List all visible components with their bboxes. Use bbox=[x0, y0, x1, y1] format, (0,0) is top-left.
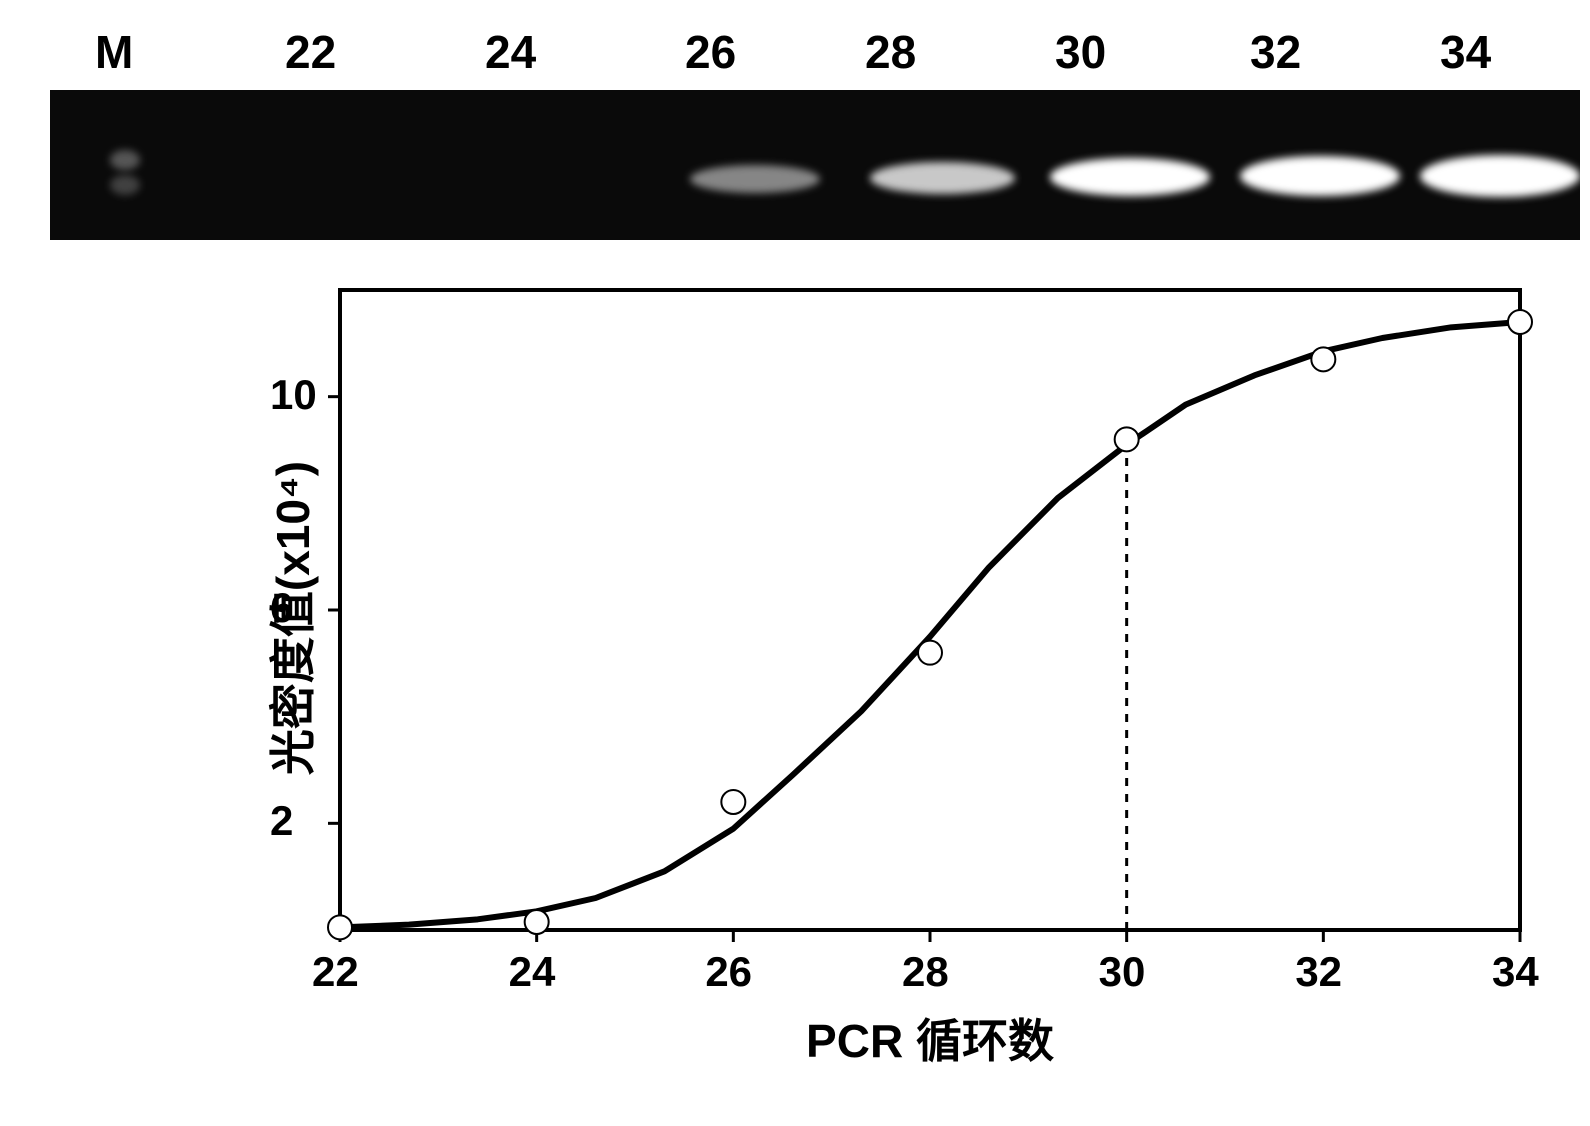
x-axis-label: PCR 循环数 bbox=[780, 1005, 1080, 1071]
chart-area: 光密度值(x10⁴) PCR 循环数 222426283032342610 bbox=[20, 270, 1590, 1100]
x-tick-label: 28 bbox=[902, 948, 949, 996]
y-tick-label: 10 bbox=[270, 371, 317, 419]
y-tick-label: 6 bbox=[270, 584, 293, 632]
gel-lane-label: M bbox=[95, 25, 133, 79]
y-tick-label: 2 bbox=[270, 797, 293, 845]
gel-lane-label: 34 bbox=[1440, 25, 1491, 79]
gel-lane-label: 32 bbox=[1250, 25, 1301, 79]
gel-band bbox=[1240, 156, 1400, 196]
x-tick-label: 26 bbox=[705, 948, 752, 996]
gel-lane-label: 26 bbox=[685, 25, 736, 79]
gel-band bbox=[110, 175, 140, 195]
gel-lane-label: 22 bbox=[285, 25, 336, 79]
gel-band bbox=[110, 150, 140, 170]
gel-band bbox=[1420, 155, 1580, 197]
x-tick-label: 32 bbox=[1295, 948, 1342, 996]
gel-lane-label: 30 bbox=[1055, 25, 1106, 79]
gel-band bbox=[1050, 158, 1210, 196]
gel-band bbox=[690, 165, 820, 193]
figure-container: M22242628303234 光密度值(x10⁴) PCR 循环数 22242… bbox=[20, 20, 1590, 1106]
x-tick-label: 34 bbox=[1492, 948, 1539, 996]
gel-band bbox=[870, 162, 1015, 194]
x-tick-label: 24 bbox=[509, 948, 556, 996]
gel-lane-label: 28 bbox=[865, 25, 916, 79]
gel-labels-row: M 22 24 26 28 30 32 34 bbox=[20, 20, 1590, 90]
gel-image bbox=[50, 90, 1580, 240]
x-tick-label: 30 bbox=[1099, 948, 1146, 996]
chart-svg bbox=[20, 270, 1590, 1010]
gel-lane-label: 24 bbox=[485, 25, 536, 79]
x-tick-label: 22 bbox=[312, 948, 359, 996]
